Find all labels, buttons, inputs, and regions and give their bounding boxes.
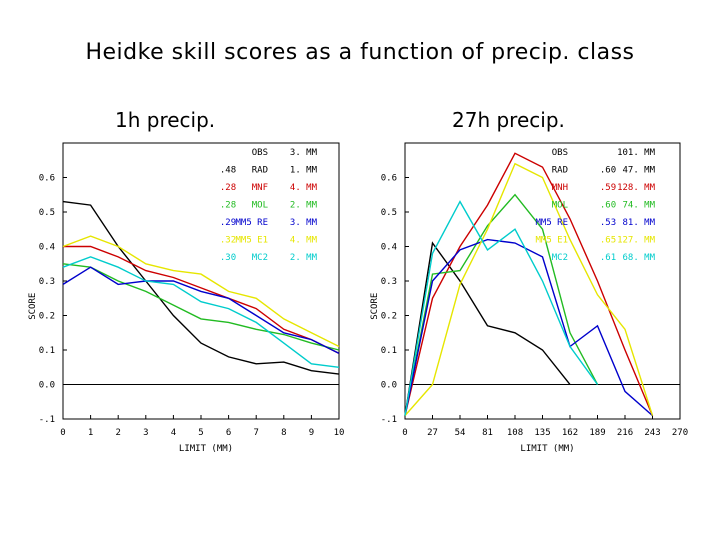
- y-tick-label-27h: 0.2: [381, 312, 397, 322]
- series-line-27h-rad: [404, 241, 571, 416]
- x-tick-label-1h: 7: [253, 428, 258, 438]
- legend-value-27h-rad: 47. MM: [622, 166, 655, 176]
- y-tick-label-1h: 0.0: [39, 381, 55, 391]
- legend-name-27h-mnh: MNH: [552, 183, 568, 193]
- legend-stat-27h-mc2: .61: [600, 253, 616, 263]
- y-tick-label-27h: 0.6: [381, 174, 397, 184]
- y-tick-label-1h: 0.6: [39, 174, 55, 184]
- x-tick-label-27h: 108: [507, 428, 523, 438]
- series-line-1h-mm5-e1: [62, 235, 340, 348]
- series-line-1h-rad: [62, 200, 340, 375]
- series-line-27h-mm5-re: [404, 238, 653, 417]
- y-tick-label-27h: 0.0: [381, 381, 397, 391]
- legend-value-1h-mnf: 4. MM: [290, 183, 318, 193]
- x-tick-label-27h: 27: [427, 428, 438, 438]
- series-line-27h-mm5-e1: [404, 162, 654, 417]
- legend-stat-1h-mm5-re: .29: [220, 218, 236, 228]
- legend-name-27h-mm5-re: MM5 RE: [535, 218, 568, 228]
- legend-value-1h-obs: 3. MM: [290, 148, 318, 158]
- y-tick-label-27h: 0.1: [381, 346, 397, 356]
- x-tick-label-1h: 0: [60, 428, 65, 438]
- x-axis-label-27h: LIMIT (MM): [520, 444, 574, 454]
- chart-title-27h: 27h precip.: [452, 108, 565, 132]
- chart-title-1h: 1h precip.: [115, 108, 216, 132]
- x-tick-label-1h: 1: [88, 428, 93, 438]
- legend-stat-27h-mm5-re: .53: [600, 218, 616, 228]
- legend-value-1h-mc2: 2. MM: [290, 253, 318, 263]
- x-tick-label-1h: 3: [143, 428, 148, 438]
- x-tick-label-27h: 243: [644, 428, 660, 438]
- legend-stat-1h-mol: .28: [220, 201, 236, 211]
- x-tick-label-1h: 6: [226, 428, 231, 438]
- x-tick-label-1h: 8: [281, 428, 286, 438]
- y-tick-label-1h: 0.4: [39, 243, 55, 253]
- legend-name-27h-mm5-e1: MM5 E1: [535, 236, 568, 246]
- page-title: Heidke skill scores as a function of pre…: [85, 40, 635, 65]
- x-axis-label-1h: LIMIT (MM): [179, 444, 233, 454]
- x-tick-label-27h: 54: [455, 428, 466, 438]
- x-tick-label-1h: 9: [309, 428, 314, 438]
- x-tick-label-27h: 162: [562, 428, 578, 438]
- y-tick-label-27h: -.1: [381, 415, 397, 425]
- legend-name-1h-mol: MOL: [252, 201, 268, 211]
- legend-stat-1h-rad: .48: [220, 166, 236, 176]
- series-line-1h-mol: [62, 263, 340, 351]
- legend-stat-27h-mol: .60: [600, 201, 616, 211]
- y-tick-label-1h: 0.2: [39, 312, 55, 322]
- series-line-27h-mc2: [404, 200, 599, 416]
- legend-name-27h-obs: OBS: [552, 148, 568, 158]
- x-tick-label-1h: 2: [115, 428, 120, 438]
- legend-value-1h-mol: 2. MM: [290, 201, 318, 211]
- x-tick-label-1h: 5: [198, 428, 203, 438]
- legend-stat-27h-mnh: .59: [600, 183, 616, 193]
- chart-panel-1h: -.1 0.0 0.1 0.2 0.3 0.4 0.5 0.6 0 1 2 3 4 5 6 7 8 9 10 LIMI…: [28, 142, 345, 454]
- legend-value-1h-mm5-re: 3. MM: [290, 218, 318, 228]
- legend-value-27h-mol: 74. MM: [622, 201, 655, 211]
- legend-value-27h-mnh: 128. MM: [617, 183, 656, 193]
- series-line-1h-mm5-re: [62, 266, 340, 355]
- y-tick-label-27h: 0.5: [381, 208, 397, 218]
- series-line-1h-mc2: [62, 256, 340, 368]
- legend-name-1h-mc2: MC2: [252, 253, 268, 263]
- legend-stat-27h-mm5-e1: .65: [600, 236, 616, 246]
- x-tick-label-1h: 4: [171, 428, 176, 438]
- legend-stat-1h-mc2: .30: [220, 253, 236, 263]
- y-tick-label-1h: -.1: [39, 415, 55, 425]
- x-tick-label-27h: 135: [534, 428, 550, 438]
- x-tick-label-1h: 10: [334, 428, 345, 438]
- y-tick-label-1h: 0.3: [39, 277, 55, 287]
- legend-value-27h-mc2: 68. MM: [622, 253, 655, 263]
- legend-value-1h-mm5-e1: 4. MM: [290, 236, 318, 246]
- legend-name-27h-mc2: MC2: [552, 253, 568, 263]
- legend-value-1h-rad: 1. MM: [290, 166, 318, 176]
- x-tick-label-27h: 189: [589, 428, 605, 438]
- x-tick-label-27h: 0: [402, 428, 407, 438]
- y-tick-label-1h: 0.1: [39, 346, 55, 356]
- y-axis-label-27h: SCORE: [370, 293, 380, 320]
- y-axis-label-1h: SCORE: [28, 293, 38, 320]
- legend-name-27h-mol: MOL: [552, 201, 568, 211]
- legend-name-1h-mnf: MNF: [252, 183, 268, 193]
- series-line-1h-mnf: [63, 245, 340, 355]
- legend-stat-1h-mnf: .28: [220, 183, 236, 193]
- legend-name-1h-mm5-re: MM5 RE: [235, 218, 268, 228]
- legend-name-1h-rad: RAD: [252, 166, 268, 176]
- x-tick-label-27h: 81: [482, 428, 493, 438]
- y-tick-label-27h: 0.4: [381, 243, 397, 253]
- legend-name-1h-mm5-e1: MM5 E1: [235, 236, 268, 246]
- y-tick-label-27h: 0.3: [381, 277, 397, 287]
- x-tick-label-27h: 270: [672, 428, 688, 438]
- y-tick-label-1h: 0.5: [39, 208, 55, 218]
- legend-stat-1h-mm5-e1: .32: [220, 236, 236, 246]
- legend-value-27h-mm5-e1: 127. MM: [617, 236, 656, 246]
- legend-name-1h-obs: OBS: [252, 148, 268, 158]
- legend-value-27h-mm5-re: 81. MM: [622, 218, 655, 228]
- legend-value-27h-obs: 101. MM: [617, 148, 656, 158]
- legend-stat-27h-rad: .60: [600, 166, 616, 176]
- chart-panel-27h: -.10.00.10.20.30.40.50.60 27 54 81 108 135 162…: [370, 142, 688, 454]
- x-tick-label-27h: 216: [617, 428, 633, 438]
- series-line-27h-mol: [404, 193, 599, 416]
- legend-name-27h-rad: RAD: [552, 166, 568, 176]
